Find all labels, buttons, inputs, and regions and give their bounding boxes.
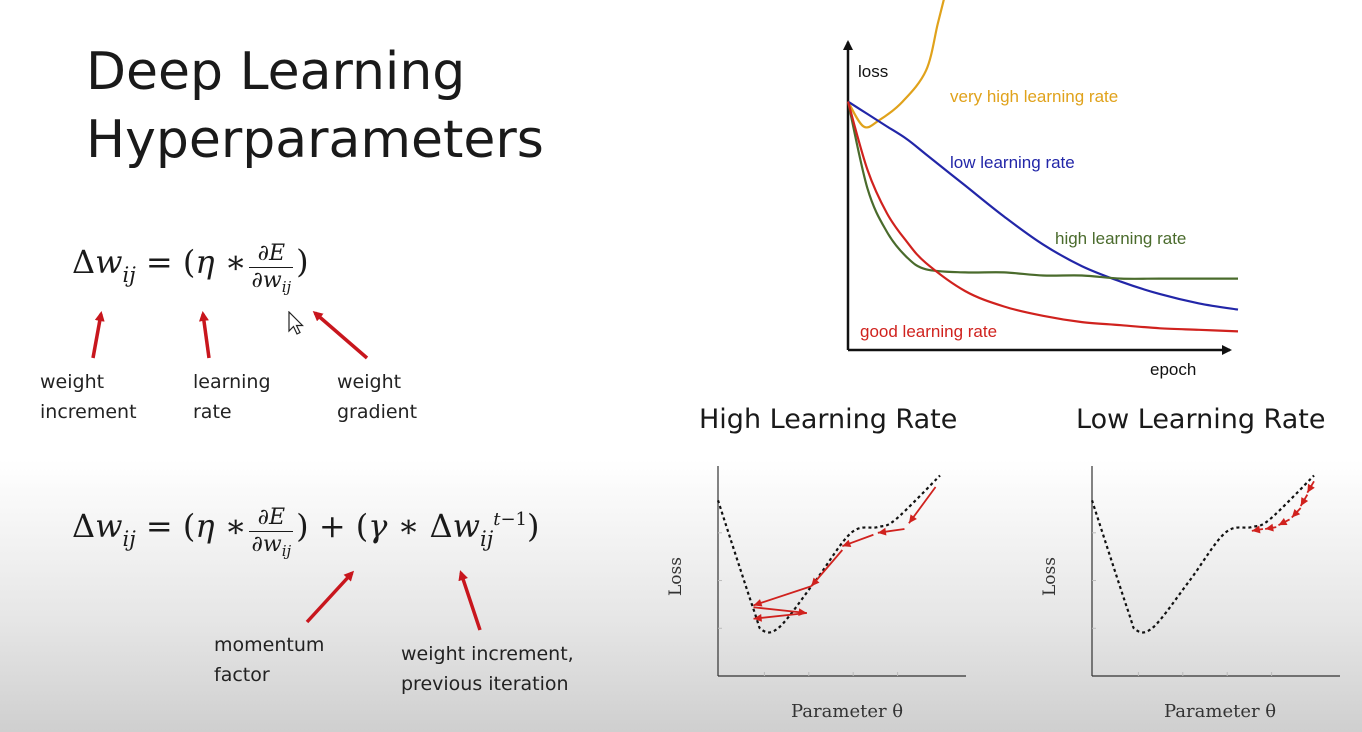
title-line-1: Deep Learning [86, 42, 466, 102]
gradient-step-arrow [1291, 507, 1302, 519]
title-line-2: Hyperparameters [86, 110, 544, 170]
arrow-previous-increment [458, 570, 482, 631]
x-axis-label: epoch [1150, 360, 1196, 379]
series-line-high-learning-rate [846, 101, 1238, 280]
gradient-step-arrow [1251, 525, 1264, 534]
gradient-step-arrow [1299, 494, 1309, 507]
label-previous-increment: weight increment, previous iteration [401, 643, 574, 695]
slide-title: Deep Learning Hyperparameters [86, 38, 646, 174]
arrow-weight-increment [91, 311, 105, 359]
x-axis-label: Parameter θ [791, 701, 903, 722]
arrow-learning-rate [198, 311, 211, 359]
y-axis-label: Loss [666, 557, 686, 596]
arrow-weight-gradient [312, 311, 369, 360]
label-momentum-factor: momentum factor [214, 634, 325, 686]
gradient-step-arrow [842, 533, 874, 548]
high-lr-title: High Learning Rate [699, 404, 958, 435]
series-label-good-learning-rate: good learning rate [860, 322, 997, 341]
gradient-step-arrow [1306, 480, 1315, 494]
loss-curve [1090, 474, 1315, 634]
gradient-step-arrow [810, 549, 844, 587]
series-line-low-learning-rate [847, 100, 1239, 311]
low-lr-title: Low Learning Rate [1076, 404, 1326, 435]
gradient-step-arrow [908, 486, 937, 524]
gradient-step-arrow [1278, 517, 1290, 526]
mouse-cursor-icon [288, 311, 304, 335]
gradient-step-arrow [753, 585, 812, 607]
gradient-step-arrow [1265, 523, 1277, 532]
arrow-momentum-factor [305, 570, 355, 624]
series-label-very-high-learning-rate: very high learning rate [950, 87, 1118, 106]
series-label-low-learning-rate: low learning rate [950, 153, 1075, 172]
label-learning-rate: learning rate [193, 371, 271, 423]
gradient-step-arrow [753, 612, 807, 622]
label-weight-gradient: weight gradient [337, 371, 418, 423]
label-weight-increment: weight increment [40, 371, 137, 423]
weight-update-equation: Δwij = (η ∗ ∂E ∂wij) [72, 241, 309, 296]
gradient-step-arrow [877, 527, 905, 536]
y-axis-label: loss [858, 62, 888, 81]
momentum-update-equation: Δwij = (η ∗ ∂E ∂wij) + (γ ∗ Δwijt−1) [72, 505, 540, 560]
series-line-good-learning-rate [846, 101, 1239, 333]
series-line-very-high-learning-rate [847, 0, 945, 129]
series-label-high-learning-rate: high learning rate [1055, 229, 1186, 248]
x-axis-label: Parameter θ [1164, 701, 1276, 722]
y-axis-label: Loss [1040, 557, 1060, 596]
